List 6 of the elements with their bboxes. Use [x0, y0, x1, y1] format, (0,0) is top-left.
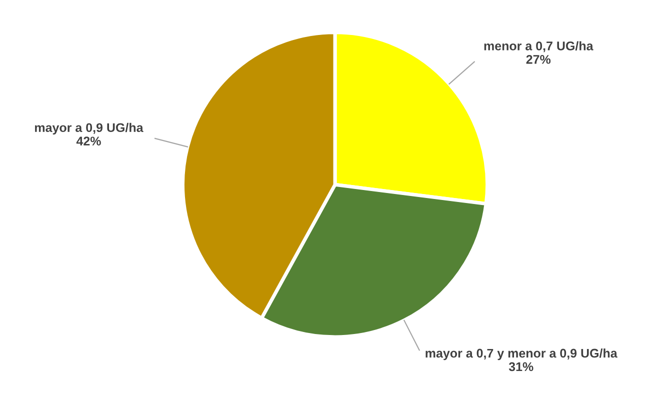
slice-label: mayor a 0,7 y menor a 0,9 UG/ha	[426, 348, 618, 360]
slice-label: menor a 0,7 UG/ha	[484, 41, 594, 52]
slice-label: mayor a 0,9 UG/ha	[35, 122, 144, 135]
data-label: 27%	[526, 54, 551, 64]
data-label: 31%	[508, 362, 534, 372]
data-label: 42%	[76, 136, 101, 146]
